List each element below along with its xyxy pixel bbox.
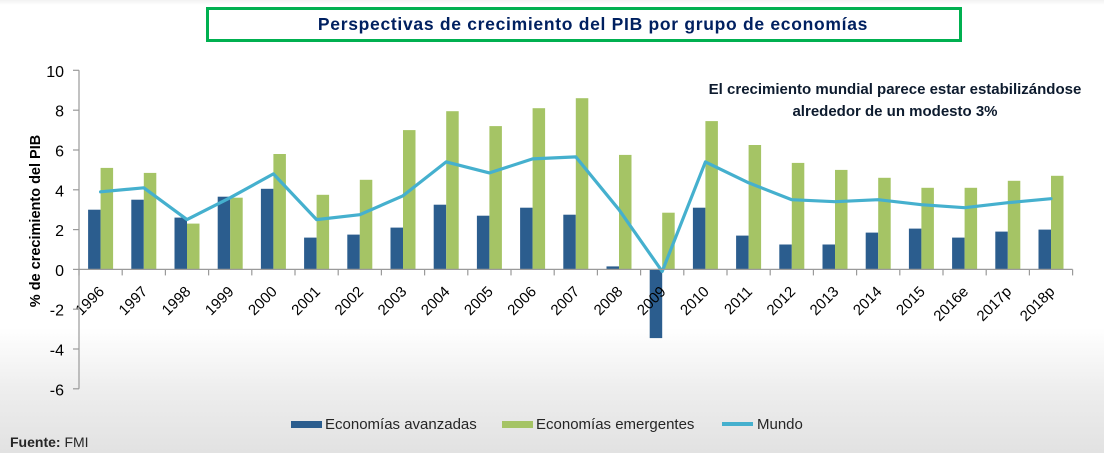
svg-text:2001: 2001	[288, 283, 324, 319]
svg-text:1997: 1997	[116, 283, 152, 319]
svg-text:1999: 1999	[202, 283, 238, 319]
svg-text:2013: 2013	[807, 283, 843, 319]
svg-text:2018p: 2018p	[1017, 283, 1059, 325]
svg-text:2: 2	[55, 223, 64, 240]
svg-text:2006: 2006	[504, 283, 540, 319]
svg-text:% de crecimiento del PIB: % de crecimiento del PIB	[28, 135, 44, 307]
svg-text:2011: 2011	[721, 283, 756, 318]
svg-text:2005: 2005	[461, 283, 497, 319]
svg-text:2002: 2002	[332, 283, 368, 319]
svg-text:4: 4	[55, 183, 64, 200]
svg-text:-4: -4	[50, 343, 64, 360]
svg-text:10: 10	[46, 64, 64, 81]
svg-text:0: 0	[55, 263, 64, 280]
svg-text:2012: 2012	[764, 283, 800, 319]
svg-text:2016e: 2016e	[930, 283, 972, 325]
svg-text:6: 6	[55, 144, 64, 161]
svg-text:-6: -6	[50, 382, 64, 399]
svg-text:2010: 2010	[677, 283, 713, 319]
svg-text:8: 8	[55, 104, 64, 121]
svg-text:2015: 2015	[893, 283, 929, 319]
svg-text:2000: 2000	[245, 283, 281, 319]
svg-text:2003: 2003	[375, 283, 411, 319]
svg-text:2017p: 2017p	[974, 283, 1016, 325]
svg-text:2008: 2008	[591, 283, 627, 319]
svg-text:2014: 2014	[850, 283, 886, 319]
svg-text:2004: 2004	[418, 283, 454, 319]
svg-text:1996: 1996	[72, 283, 108, 319]
svg-text:1998: 1998	[159, 283, 195, 319]
svg-text:2007: 2007	[548, 283, 584, 319]
svg-text:-2: -2	[50, 303, 64, 320]
